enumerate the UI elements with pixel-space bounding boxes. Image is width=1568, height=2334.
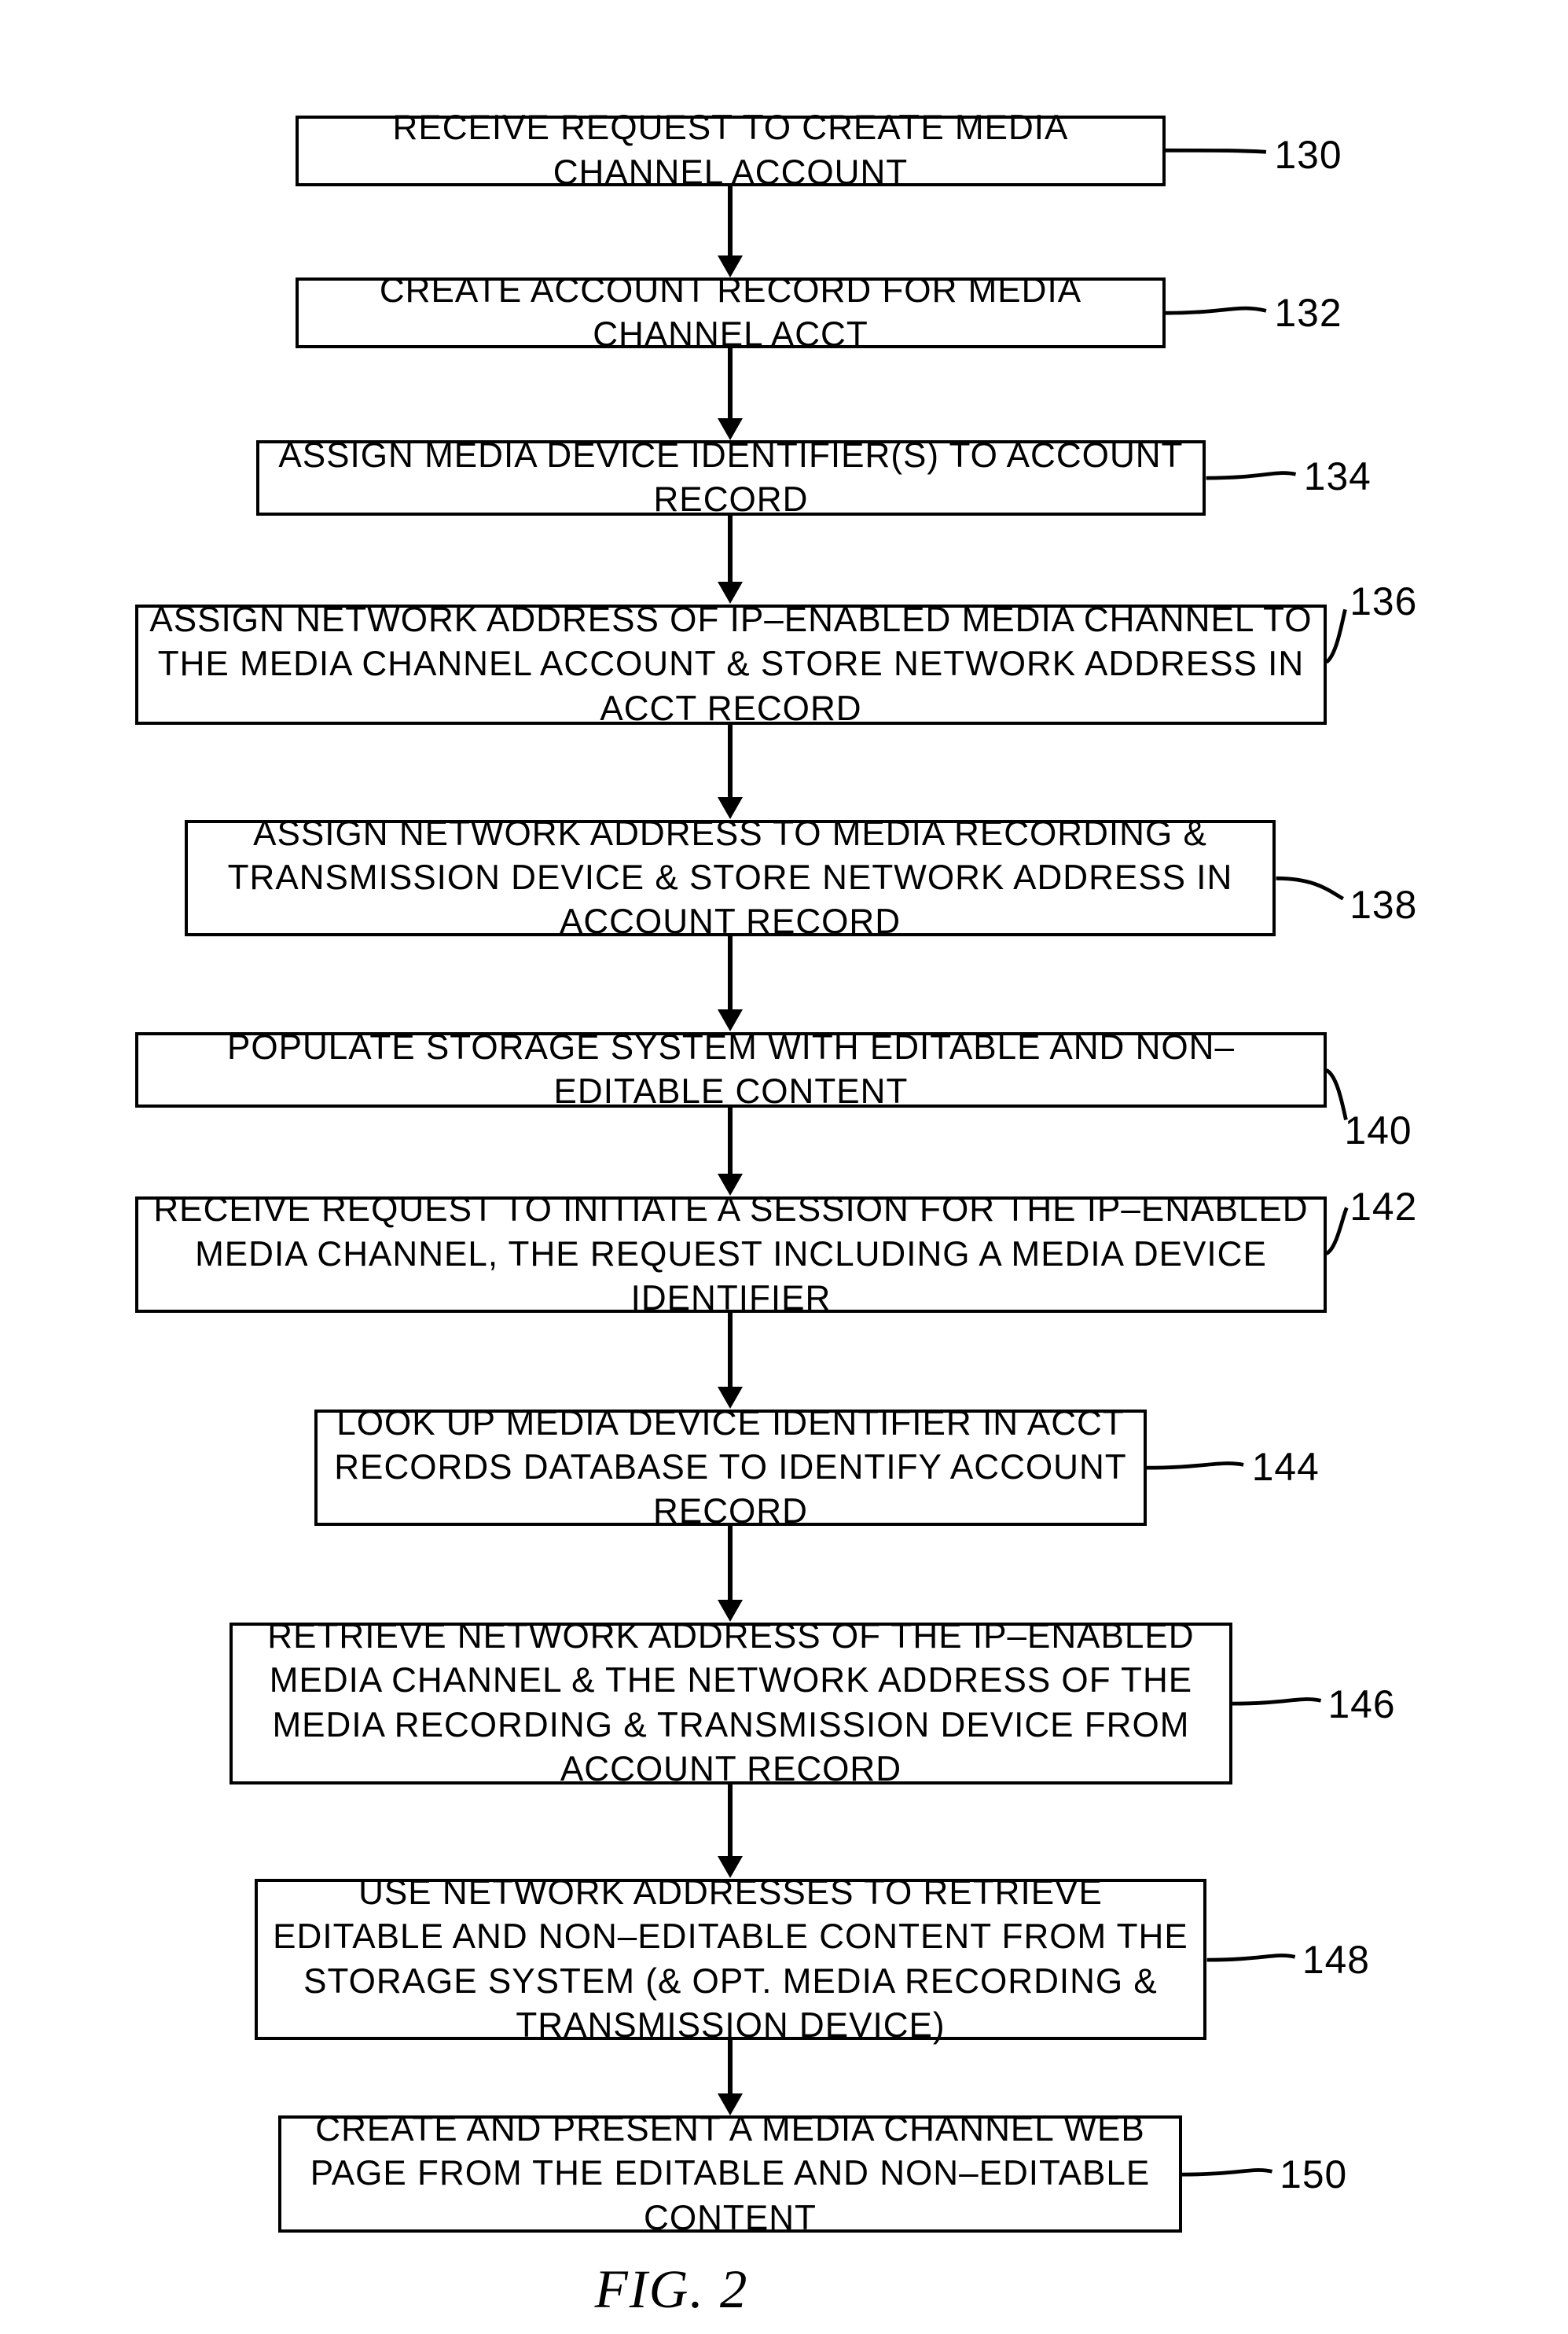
lead-line-148: [1199, 1927, 1302, 1990]
flow-node-130: RECEIVE REQUEST TO CREATE MEDIA CHANNEL …: [296, 116, 1165, 186]
lead-line-144: [1139, 1435, 1251, 1498]
edge-134-136: [728, 516, 733, 585]
flow-node-136: ASSIGN NETWORK ADDRESS OF IP–ENABLED MED…: [135, 605, 1326, 725]
ref-label-146: 146: [1327, 1682, 1395, 1727]
flow-node-text-140: POPULATE STORAGE SYSTEM WITH EDITABLE AN…: [138, 1026, 1323, 1115]
flow-node-142: RECEIVE REQUEST TO INITIATE A SESSION FO…: [135, 1196, 1326, 1313]
flow-node-132: CREATE ACCOUNT RECORD FOR MEDIA CHANNEL …: [296, 278, 1165, 348]
edge-138-140: [728, 936, 733, 1013]
ref-label-138: 138: [1350, 882, 1417, 928]
ref-label-134: 134: [1304, 454, 1372, 499]
flow-node-text-132: CREATE ACCOUNT RECORD FOR MEDIA CHANNEL …: [299, 269, 1162, 358]
lead-line-140: [1319, 1040, 1353, 1150]
flow-node-text-134: ASSIGN MEDIA DEVICE IDENTIFIER(S) TO ACC…: [259, 434, 1203, 523]
flow-node-text-130: RECEIVE REQUEST TO CREATE MEDIA CHANNEL …: [299, 106, 1162, 195]
lead-line-130: [1158, 120, 1273, 182]
flow-node-138: ASSIGN NETWORK ADDRESS TO MEDIA RECORDIN…: [185, 820, 1276, 936]
arrowhead-136: [718, 582, 743, 604]
lead-line-136: [1319, 579, 1353, 693]
ref-label-144: 144: [1252, 1444, 1320, 1490]
flow-node-text-138: ASSIGN NETWORK ADDRESS TO MEDIA RECORDIN…: [188, 812, 1273, 945]
edge-148-150: [728, 2040, 733, 2096]
ref-label-136: 136: [1350, 579, 1417, 624]
ref-label-130: 130: [1274, 132, 1342, 178]
flow-node-text-146: RETRIEVE NETWORK ADDRESS OF THE IP–ENABL…: [233, 1615, 1229, 1792]
flow-node-text-144: LOOK UP MEDIA DEVICE IDENTIFIER IN ACCT …: [318, 1402, 1143, 1535]
edge-142-144: [728, 1313, 733, 1390]
flow-node-text-136: ASSIGN NETWORK ADDRESS OF IP–ENABLED MED…: [138, 598, 1323, 731]
flow-node-text-148: USE NETWORK ADDRESSES TO RETRIEVE EDITAB…: [258, 1871, 1204, 2049]
flow-node-text-150: CREATE AND PRESENT A MEDIA CHANNEL WEB P…: [281, 2108, 1178, 2240]
edge-130-132: [728, 186, 733, 259]
ref-label-142: 142: [1350, 1184, 1417, 1229]
lead-line-132: [1158, 281, 1273, 343]
flow-node-144: LOOK UP MEDIA DEVICE IDENTIFIER IN ACCT …: [314, 1410, 1146, 1526]
ref-label-148: 148: [1302, 1937, 1370, 1983]
ref-label-140: 140: [1345, 1108, 1412, 1153]
arrowhead-134: [718, 418, 743, 440]
ref-label-150: 150: [1280, 2152, 1347, 2197]
edge-146-148: [728, 1784, 733, 1859]
edge-136-138: [728, 725, 733, 800]
edge-140-142: [728, 1108, 733, 1177]
edge-144-146: [728, 1526, 733, 1603]
arrowhead-132: [718, 255, 743, 278]
ref-label-132: 132: [1274, 290, 1342, 336]
arrowhead-142: [718, 1174, 743, 1196]
lead-line-150: [1174, 2141, 1280, 2204]
lead-line-138: [1269, 848, 1350, 928]
arrowhead-138: [718, 797, 743, 819]
flow-node-134: ASSIGN MEDIA DEVICE IDENTIFIER(S) TO ACC…: [256, 440, 1206, 516]
flowchart-page: FIG. 2 RECEIVE REQUEST TO CREATE MEDIA C…: [0, 0, 1568, 2334]
arrowhead-146: [718, 1600, 743, 1622]
flow-node-146: RETRIEVE NETWORK ADDRESS OF THE IP–ENABL…: [230, 1623, 1232, 1784]
lead-line-142: [1319, 1178, 1354, 1284]
arrowhead-148: [718, 1856, 743, 1878]
figure-caption: FIG. 2: [595, 2259, 749, 2321]
flow-node-140: POPULATE STORAGE SYSTEM WITH EDITABLE AN…: [135, 1032, 1326, 1108]
arrowhead-140: [718, 1009, 743, 1031]
lead-line-134: [1199, 444, 1303, 508]
edge-132-134: [728, 348, 733, 421]
flow-node-text-142: RECEIVE REQUEST TO INITIATE A SESSION FO…: [138, 1188, 1323, 1321]
flow-node-148: USE NETWORK ADDRESSES TO RETRIEVE EDITAB…: [255, 1879, 1207, 2041]
arrowhead-144: [718, 1387, 743, 1409]
arrowhead-150: [718, 2093, 743, 2115]
lead-line-146: [1225, 1671, 1328, 1733]
flow-node-150: CREATE AND PRESENT A MEDIA CHANNEL WEB P…: [278, 2115, 1181, 2232]
